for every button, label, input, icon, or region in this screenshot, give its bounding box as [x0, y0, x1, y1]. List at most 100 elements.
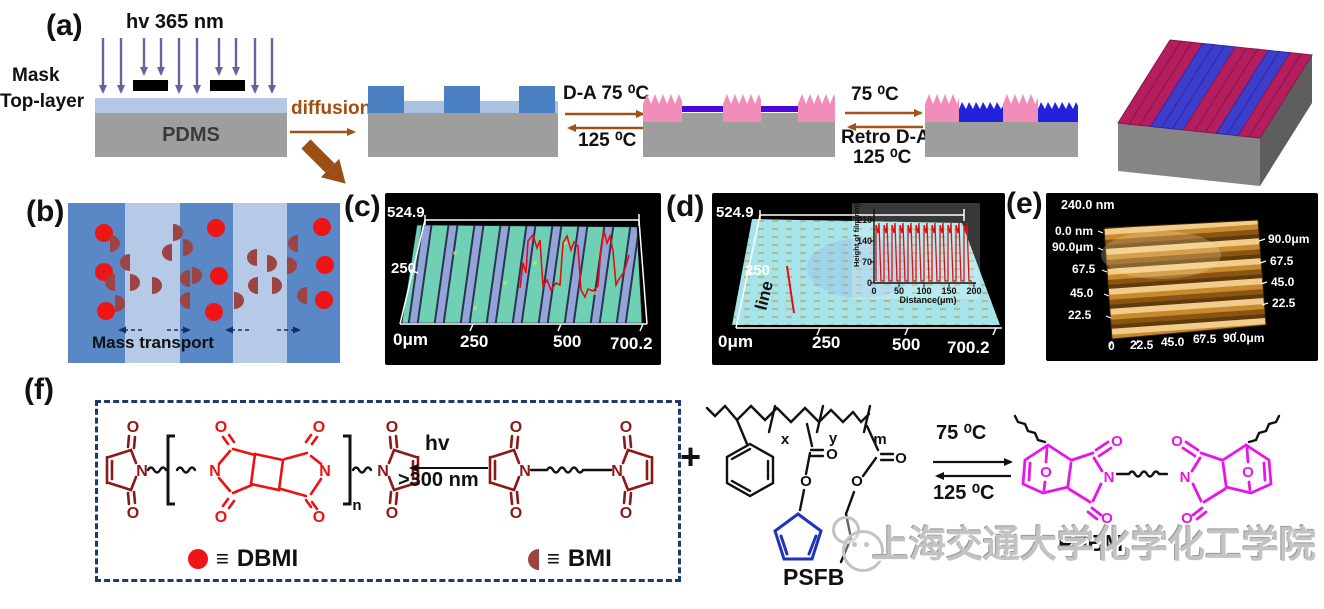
- inset-x-label: Distance(μm): [899, 295, 956, 305]
- bmi-half-dot: [297, 287, 307, 304]
- block-top-ridges: [1117, 39, 1313, 139]
- bracket-close: [343, 434, 352, 506]
- bmi-half-dot: [130, 274, 140, 291]
- e-bottom-tick: 90.0μm: [1223, 331, 1264, 345]
- flat-surface: [732, 219, 1000, 325]
- e-bottom-tick: 22.5: [1130, 338, 1154, 352]
- d-x-tick: 700.2: [947, 338, 990, 357]
- plus-sign: +: [680, 436, 702, 477]
- o-atom: O: [1171, 433, 1183, 450]
- inset-square-wave: [875, 222, 972, 282]
- pink-wrinkle-group: [798, 94, 835, 122]
- e-right-tick: 45.0: [1271, 275, 1295, 289]
- bmi-maleimide-left: [488, 417, 533, 524]
- flat-exposed-region: [682, 106, 725, 112]
- e-z-max-label: 240.0 nm: [1061, 198, 1115, 212]
- inset-y-tick: 0: [867, 278, 872, 288]
- panel-f-label: (f): [24, 373, 54, 406]
- blue-wrinkle-group: [959, 102, 1003, 122]
- o-atom: O: [1111, 433, 1123, 450]
- photomask-bar: [210, 80, 245, 91]
- inset-height-chart: 210 140 70 0 0 50 100 150 200 Height of …: [852, 202, 982, 305]
- dbmi-legend: ≡ DBMI: [188, 545, 298, 573]
- bracket-open: [166, 434, 175, 506]
- bmi-half-dot: [152, 277, 162, 294]
- o-atom: O: [313, 509, 325, 526]
- bmi-half-dot: [183, 239, 193, 256]
- e-right-tick: 90.0μm: [1268, 232, 1309, 246]
- bmi-half-dot: [162, 244, 172, 261]
- c-z-mid-label: 250: [391, 260, 416, 277]
- dbmi-dot: [316, 256, 334, 274]
- wavy-bond: [351, 466, 373, 474]
- inset-x-tick: 0: [871, 286, 876, 296]
- dbmi-dot: [210, 267, 228, 285]
- dbmi-dot: [313, 218, 331, 236]
- repeat-subscript-n: n: [352, 497, 361, 514]
- film-ridge-block: [444, 86, 480, 113]
- pfbm-structure: N O O O N O O O: [1013, 414, 1281, 527]
- c-x-tick: 700.2: [610, 334, 653, 353]
- photochemistry-dashed-box: [95, 400, 681, 582]
- inset-y-tick: 70: [862, 257, 872, 267]
- end-maleimide-left: [105, 417, 150, 524]
- equiv-sign: ≡: [547, 546, 560, 571]
- o-atom: O: [800, 473, 812, 490]
- watermark-logo-eye: [864, 542, 869, 547]
- retro-equilibrium-arrows: [845, 109, 923, 131]
- c-origin-label: 0μm: [393, 330, 428, 349]
- afm-gold-surface: [1103, 219, 1267, 340]
- bmi-half-dot-symbol: [528, 548, 539, 570]
- o-atom: O: [1101, 510, 1113, 527]
- d-x-tick: 250: [812, 333, 840, 352]
- d-x-tick: 500: [892, 335, 920, 354]
- c-x-tick: 250: [460, 332, 488, 351]
- e-z-min-label: 0.0 nm: [1055, 224, 1093, 238]
- photolysis-hv-label: hv: [425, 432, 450, 455]
- watermark-logo-eye: [852, 542, 857, 547]
- e-left-tick: 67.5: [1072, 262, 1096, 276]
- dbmi-dot: [207, 219, 225, 237]
- bmi-half-dot: [120, 254, 130, 271]
- e-left-tick: 90.0μm: [1052, 240, 1093, 254]
- panel-c-label: (c): [344, 190, 381, 223]
- flat-exposed-region: [761, 106, 798, 112]
- e-bottom-tick: 0: [1108, 339, 1115, 353]
- panel-b-label: (b): [26, 195, 65, 228]
- n-atom: N: [209, 463, 221, 480]
- wrinkle-schematic-2: [925, 94, 1078, 157]
- n-atom: N: [1180, 469, 1191, 486]
- profile-line-marker: [786, 265, 795, 314]
- dbmi-dot: [205, 303, 223, 321]
- phenyl-ring: [725, 442, 775, 498]
- mask-label: Mask: [12, 65, 60, 86]
- o-bridge-atom: O: [1040, 464, 1052, 481]
- o-atom: O: [826, 446, 838, 463]
- d-origin-label: 0μm: [718, 332, 753, 351]
- pink-wrinkle-group: [925, 94, 959, 122]
- panel-d-axes: [735, 209, 1002, 336]
- d-z-top-label: 524.9: [716, 204, 754, 221]
- afm-3d-image: 240.0 nm 0.0 nm 90.0μm 67.5 45.0 22.5 90…: [1046, 193, 1318, 361]
- polymer-tail: [1013, 414, 1047, 444]
- mass-transport-schematic: [68, 203, 340, 363]
- psfb-structure: x y m O O O O: [705, 404, 907, 564]
- afm-ticks: [1097, 230, 1269, 347]
- watermark-logo-circle-large: [842, 530, 884, 572]
- block-front-face: [1118, 123, 1260, 186]
- inset-x-tick: 100: [916, 286, 931, 296]
- e-left-tick: 45.0: [1070, 286, 1094, 300]
- c-x-tick: 500: [553, 332, 581, 351]
- polymer-tail: [1247, 414, 1281, 444]
- e-bottom-tick: 45.0: [1161, 335, 1185, 349]
- wavy-bond: [175, 466, 197, 474]
- top-layer-film: [95, 98, 287, 113]
- forward-temp-label: 75 ⁰C: [936, 422, 987, 444]
- pink-wrinkle-group: [1003, 94, 1038, 122]
- blue-wrinkle-group: [1038, 102, 1078, 122]
- pdms-substrate: PDMS: [95, 113, 287, 157]
- e-bottom-tick: 67.5: [1193, 332, 1217, 346]
- n-atom: N: [1104, 469, 1115, 486]
- photomask-bar: [133, 80, 168, 91]
- mass-transport-arrows: [118, 326, 301, 334]
